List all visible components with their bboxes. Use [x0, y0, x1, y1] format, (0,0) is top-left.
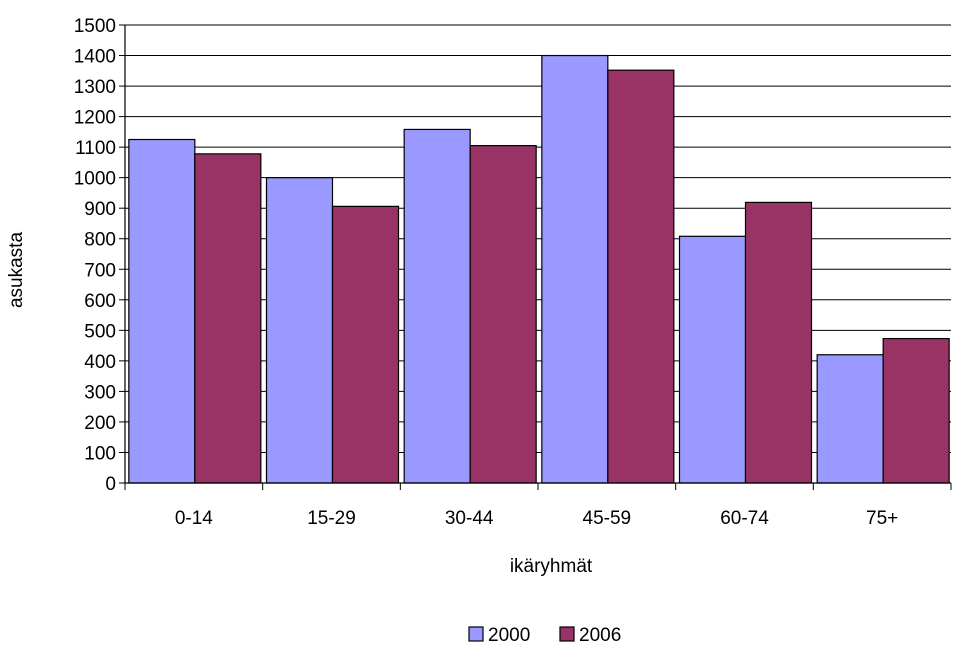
bar-2006-45-59 [607, 69, 675, 484]
bar-2000-45-59 [541, 54, 609, 484]
bars [128, 54, 950, 484]
y-tick-label: 1300 [74, 77, 116, 98]
legend-swatch-2000 [468, 626, 484, 642]
x-tick-label: 75+ [866, 508, 898, 529]
y-tick-label: 1100 [75, 138, 116, 159]
y-tick-label: 300 [84, 382, 116, 403]
bar-2000-15-29 [265, 177, 334, 484]
y-tick-labels: 0 100 200 300 400 500 600 700 800 900 1000 1100 1200… [74, 16, 116, 495]
x-tick-label: 0-14 [175, 508, 213, 529]
bar-2006-0-14 [194, 153, 262, 484]
y-tick-label: 200 [84, 413, 116, 434]
x-tick-label: 45-59 [583, 508, 632, 529]
y-tick-label: 400 [84, 352, 116, 373]
bar-2006-15-29 [331, 205, 400, 484]
y-tick-label: 600 [84, 291, 116, 312]
y-tick-label: 100 [84, 443, 116, 464]
y-tick-label: 1000 [74, 169, 116, 190]
y-axis-label: asukasta [6, 232, 27, 308]
legend-label-2000: 2000 [488, 625, 530, 646]
y-tick-label: 800 [84, 230, 116, 251]
legend-swatch-2006 [559, 626, 575, 642]
bar-2000-75+ [816, 354, 884, 484]
y-tick-label: 1400 [74, 47, 116, 68]
legend: 2000 2006 [468, 625, 621, 646]
bar-2000-60-74 [678, 235, 747, 484]
bar-2000-30-44 [403, 128, 471, 484]
bar-2000-0-14 [128, 138, 196, 484]
y-tick-label: 0 [105, 474, 116, 495]
x-axis-label: ikäryhmät [510, 556, 593, 577]
axes [119, 24, 952, 490]
y-tick-label: 900 [84, 199, 116, 220]
gridlines [125, 24, 951, 453]
x-tick-label: 30-44 [445, 508, 494, 529]
y-tick-label: 500 [84, 321, 116, 342]
x-tick-labels: 0-14 15-29 30-44 45-59 60-74 75+ [175, 508, 898, 529]
y-tick-label: 1200 [74, 108, 116, 129]
bar-2006-75+ [882, 337, 950, 484]
bar-2006-60-74 [744, 201, 813, 484]
x-tick-label: 60-74 [720, 508, 769, 529]
y-tick-label: 1500 [74, 16, 116, 37]
x-tick-label: 15-29 [307, 508, 356, 529]
legend-label-2006: 2006 [579, 625, 621, 646]
bar-2006-30-44 [469, 145, 537, 484]
y-tick-label: 700 [84, 260, 116, 281]
